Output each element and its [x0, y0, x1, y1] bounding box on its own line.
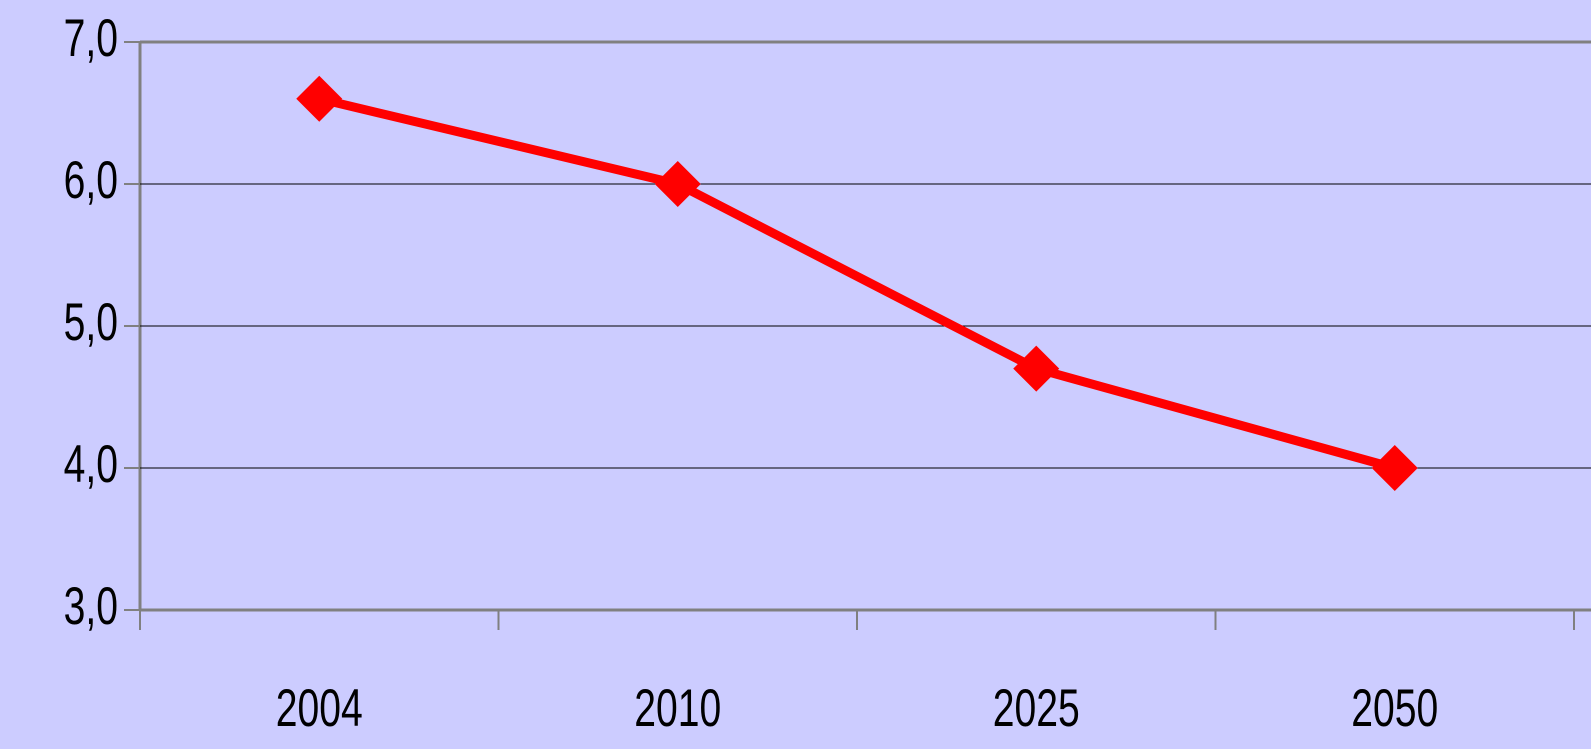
x-tick-label: 2010 — [634, 678, 721, 737]
y-tick-label: 3,0 — [64, 576, 118, 635]
marker — [654, 161, 701, 207]
marker — [296, 75, 343, 122]
x-tick-label: 2025 — [993, 678, 1080, 737]
y-tick-label: 4,0 — [64, 434, 118, 493]
y-tick-label: 5,0 — [64, 292, 118, 351]
y-tick-label: 6,0 — [64, 150, 118, 209]
marker — [1371, 445, 1418, 491]
line — [318, 94, 1396, 473]
x-tick-label: 2050 — [1351, 678, 1438, 737]
x-tick-label: 2004 — [276, 678, 363, 737]
marker — [1013, 345, 1060, 392]
y-tick-label: 7,0 — [64, 8, 118, 67]
